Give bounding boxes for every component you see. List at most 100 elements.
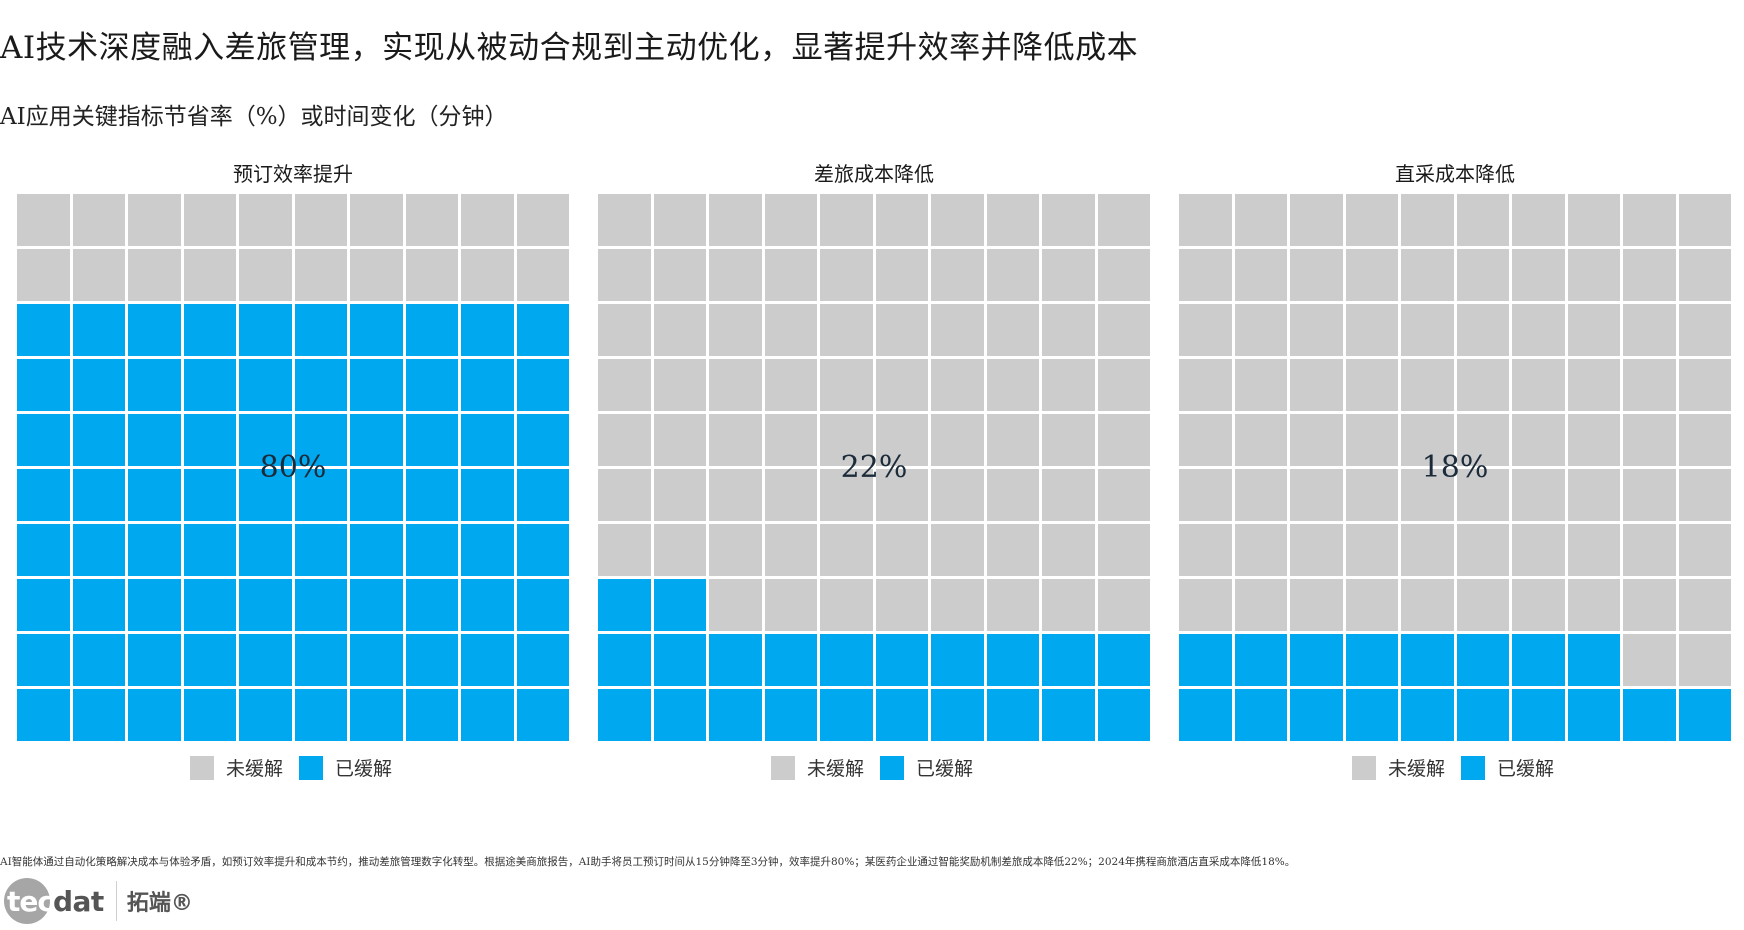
waffle-cell-mitigated [350, 524, 403, 576]
waffle-cell-mitigated [516, 414, 569, 466]
waffle-cell-mitigated [598, 689, 651, 741]
waffle-cell-unmitigated [1401, 524, 1454, 576]
waffle-cell-unmitigated [1097, 524, 1150, 576]
waffle-cell-mitigated [294, 524, 347, 576]
waffle-cell-unmitigated [764, 469, 817, 521]
waffle-cell-unmitigated [1042, 359, 1095, 411]
waffle-cell-mitigated [17, 414, 70, 466]
waffle-cell-unmitigated [1097, 469, 1150, 521]
waffle-cell-mitigated [516, 634, 569, 686]
waffle-cell-unmitigated [1456, 469, 1509, 521]
waffle-cell-unmitigated [1623, 194, 1676, 246]
waffle-cell-mitigated [405, 359, 458, 411]
waffle-cell-unmitigated [931, 249, 984, 301]
waffle-cell-unmitigated [931, 304, 984, 356]
waffle-cell-unmitigated [1456, 579, 1509, 631]
waffle-cell-mitigated [17, 579, 70, 631]
waffle-cell-unmitigated [709, 469, 762, 521]
waffle-cell-unmitigated [1567, 579, 1620, 631]
legend-label: 已缓解 [916, 758, 974, 780]
waffle-cell-mitigated [1179, 634, 1232, 686]
waffle-cell-mitigated [17, 634, 70, 686]
waffle-cell-unmitigated [1678, 304, 1731, 356]
footnote: AI智能体通过自动化策略解决成本与体验矛盾，如预订效率提升和成本节约，推动差旅管… [0, 856, 1296, 868]
waffle-cell-unmitigated [1456, 194, 1509, 246]
waffle-cell-unmitigated [1678, 469, 1731, 521]
waffle-cell-unmitigated [1234, 359, 1287, 411]
waffle-cell-unmitigated [1567, 304, 1620, 356]
waffle-cell-unmitigated [1042, 304, 1095, 356]
waffle-cell-mitigated [1678, 689, 1731, 741]
waffle-cell-mitigated [764, 689, 817, 741]
waffle-cell-unmitigated [598, 359, 651, 411]
waffle-cell-unmitigated [1097, 414, 1150, 466]
waffle-cell-mitigated [931, 634, 984, 686]
waffle-cell-mitigated [239, 579, 292, 631]
waffle-cell-unmitigated [128, 249, 181, 301]
legend-swatch-blue [880, 755, 904, 780]
waffle-cell-unmitigated [1512, 304, 1565, 356]
waffle-cell-mitigated [239, 524, 292, 576]
waffle-cell-mitigated [1623, 689, 1676, 741]
waffle-cell-unmitigated [1179, 359, 1232, 411]
waffle-cell-unmitigated [294, 249, 347, 301]
waffle-cell-mitigated [350, 359, 403, 411]
waffle-cell-unmitigated [986, 414, 1039, 466]
waffle-cell-unmitigated [875, 359, 928, 411]
waffle-cell-unmitigated [1456, 304, 1509, 356]
waffle-cell-unmitigated [986, 469, 1039, 521]
waffle-cell-mitigated [1512, 689, 1565, 741]
waffle-grid [17, 194, 569, 741]
waffle-cell-unmitigated [1678, 359, 1731, 411]
waffle-cell-mitigated [239, 689, 292, 741]
waffle-cell-mitigated [461, 304, 514, 356]
waffle-cell-unmitigated [1179, 524, 1232, 576]
waffle-cell-unmitigated [1456, 524, 1509, 576]
waffle-cell-unmitigated [1234, 524, 1287, 576]
waffle-cell-unmitigated [653, 524, 706, 576]
legend-item-mitigated: 已缓解 [299, 754, 396, 781]
waffle-cell-unmitigated [820, 579, 873, 631]
waffle-cell-unmitigated [1678, 634, 1731, 686]
waffle-cell-unmitigated [1456, 249, 1509, 301]
waffle-cell-unmitigated [986, 359, 1039, 411]
waffle-cell-unmitigated [1512, 414, 1565, 466]
waffle-cell-unmitigated [1042, 469, 1095, 521]
logo-circle-icon [4, 878, 50, 924]
waffle-cell-mitigated [183, 469, 236, 521]
waffle-cell-mitigated [183, 634, 236, 686]
waffle-cell-unmitigated [1678, 524, 1731, 576]
waffle-cell-unmitigated [820, 304, 873, 356]
waffle-cell-mitigated [516, 579, 569, 631]
waffle-cell-mitigated [128, 359, 181, 411]
waffle-cell-unmitigated [1678, 414, 1731, 466]
waffle-cell-unmitigated [820, 414, 873, 466]
waffle-cell-unmitigated [1623, 249, 1676, 301]
waffle-cell-unmitigated [598, 469, 651, 521]
waffle-cell-unmitigated [1623, 304, 1676, 356]
legend-item-unmitigated: 未缓解 [1351, 754, 1449, 781]
waffle-cell-mitigated [1512, 634, 1565, 686]
waffle-cell-unmitigated [875, 469, 928, 521]
waffle-cell-unmitigated [1345, 359, 1398, 411]
waffle-cell-unmitigated [1512, 469, 1565, 521]
waffle-cell-unmitigated [986, 194, 1039, 246]
waffle-cell-mitigated [294, 634, 347, 686]
waffle-cell-mitigated [128, 469, 181, 521]
waffle-cell-mitigated [72, 469, 125, 521]
waffle-cell-unmitigated [1401, 194, 1454, 246]
waffle-cell-unmitigated [405, 194, 458, 246]
waffle-cell-unmitigated [1623, 359, 1676, 411]
waffle-cell-mitigated [405, 579, 458, 631]
waffle-cell-unmitigated [350, 194, 403, 246]
waffle-cell-mitigated [931, 689, 984, 741]
waffle-cell-mitigated [405, 304, 458, 356]
waffle-cell-unmitigated [1042, 194, 1095, 246]
waffle-cell-mitigated [72, 524, 125, 576]
waffle-cell-unmitigated [1234, 194, 1287, 246]
waffle-cell-unmitigated [931, 579, 984, 631]
waffle-cell-mitigated [598, 634, 651, 686]
waffle-cell-mitigated [405, 414, 458, 466]
waffle-cell-mitigated [461, 524, 514, 576]
waffle-cell-unmitigated [1097, 579, 1150, 631]
